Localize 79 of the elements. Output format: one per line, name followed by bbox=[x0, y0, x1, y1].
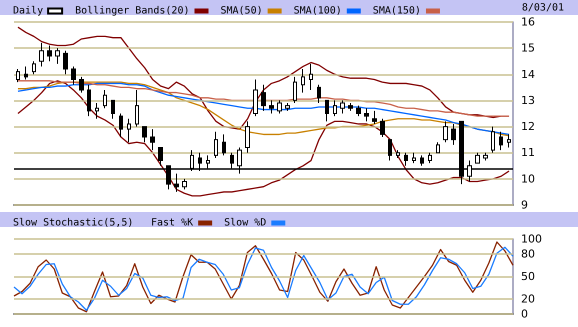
y-tick-label: 9 bbox=[521, 198, 528, 212]
line-series bbox=[17, 80, 510, 117]
legend-label: Bollinger Bands(20) bbox=[75, 6, 190, 16]
candlestick bbox=[277, 100, 282, 114]
candlestick bbox=[214, 131, 218, 158]
candlestick bbox=[491, 126, 495, 154]
y-tick-label: 11 bbox=[521, 146, 535, 160]
candlestick bbox=[39, 42, 44, 67]
candlestick bbox=[79, 76, 84, 94]
candlestick bbox=[150, 128, 155, 151]
candlestick bbox=[174, 173, 179, 192]
candlestick bbox=[47, 45, 52, 62]
candlestick bbox=[63, 50, 68, 75]
candlestick bbox=[364, 108, 369, 122]
y-tick-label: 20 bbox=[521, 292, 535, 306]
y-tick-label: 10 bbox=[521, 172, 535, 186]
candlestick bbox=[348, 102, 353, 112]
candlestick bbox=[396, 150, 400, 158]
candlestick bbox=[24, 66, 28, 80]
candlestick bbox=[182, 178, 187, 190]
candlestick bbox=[111, 100, 115, 120]
y-tick-label: 12 bbox=[521, 120, 535, 134]
candlestick bbox=[142, 126, 147, 143]
legend-label: Daily bbox=[12, 6, 44, 16]
legend-label: SMA(150) bbox=[372, 6, 421, 16]
candlestick bbox=[158, 146, 163, 166]
candlestick bbox=[507, 134, 511, 148]
candlestick bbox=[380, 118, 385, 138]
candlestick bbox=[420, 154, 424, 166]
y-tick-label: 100 bbox=[521, 232, 542, 246]
y-tick-label: 13 bbox=[521, 94, 535, 107]
y-tick-label: 0 bbox=[521, 308, 528, 320]
candlestick bbox=[388, 139, 392, 162]
candlestick bbox=[32, 60, 36, 75]
candlestick bbox=[443, 120, 448, 143]
candlestick bbox=[222, 134, 226, 156]
candlestick bbox=[71, 66, 76, 86]
candlestick bbox=[325, 100, 329, 122]
candlestick bbox=[16, 68, 20, 83]
y-tick-label: 50 bbox=[521, 270, 535, 283]
candlestick bbox=[404, 152, 408, 166]
candlestick bbox=[293, 76, 297, 104]
legend-label: SMA(100) bbox=[294, 6, 342, 16]
candlestick bbox=[95, 102, 99, 120]
line-series bbox=[17, 80, 510, 196]
candlestick bbox=[499, 131, 503, 151]
y-tick-label: 80 bbox=[521, 248, 535, 260]
candlestick bbox=[412, 152, 416, 164]
candlestick bbox=[285, 102, 290, 112]
candlestick bbox=[119, 113, 123, 138]
candlestick bbox=[356, 105, 361, 117]
legend-label: Slow %D bbox=[224, 218, 266, 228]
candlestick bbox=[253, 79, 258, 117]
candlestick bbox=[475, 152, 480, 164]
candlestick bbox=[301, 68, 305, 94]
text: 8/03/01 bbox=[522, 2, 564, 14]
legend-label: SMA(50) bbox=[220, 6, 263, 16]
candlestick bbox=[340, 100, 345, 114]
candlestick bbox=[317, 84, 321, 104]
candlestick bbox=[333, 100, 337, 117]
y-tick-label: 15 bbox=[521, 42, 535, 55]
candlestick bbox=[451, 123, 456, 146]
candlestick bbox=[245, 120, 250, 154]
candlestick bbox=[135, 89, 139, 128]
candlestick bbox=[261, 84, 266, 112]
candlestick bbox=[87, 84, 91, 117]
y-tick-label: 14 bbox=[521, 68, 535, 81]
candlestick bbox=[436, 142, 440, 154]
candlestick bbox=[372, 110, 377, 124]
candlestick bbox=[428, 152, 432, 164]
legend-label: Fast %K bbox=[150, 218, 194, 228]
y-tick-label: 16 bbox=[521, 16, 535, 28]
candlestick bbox=[309, 63, 313, 90]
chart-title: Slow Stochastic(5,5) bbox=[13, 218, 134, 228]
candlestick bbox=[55, 48, 60, 64]
candlestick bbox=[103, 89, 107, 109]
candlestick bbox=[127, 118, 131, 143]
candlestick bbox=[269, 100, 274, 114]
candlestick bbox=[483, 152, 488, 162]
